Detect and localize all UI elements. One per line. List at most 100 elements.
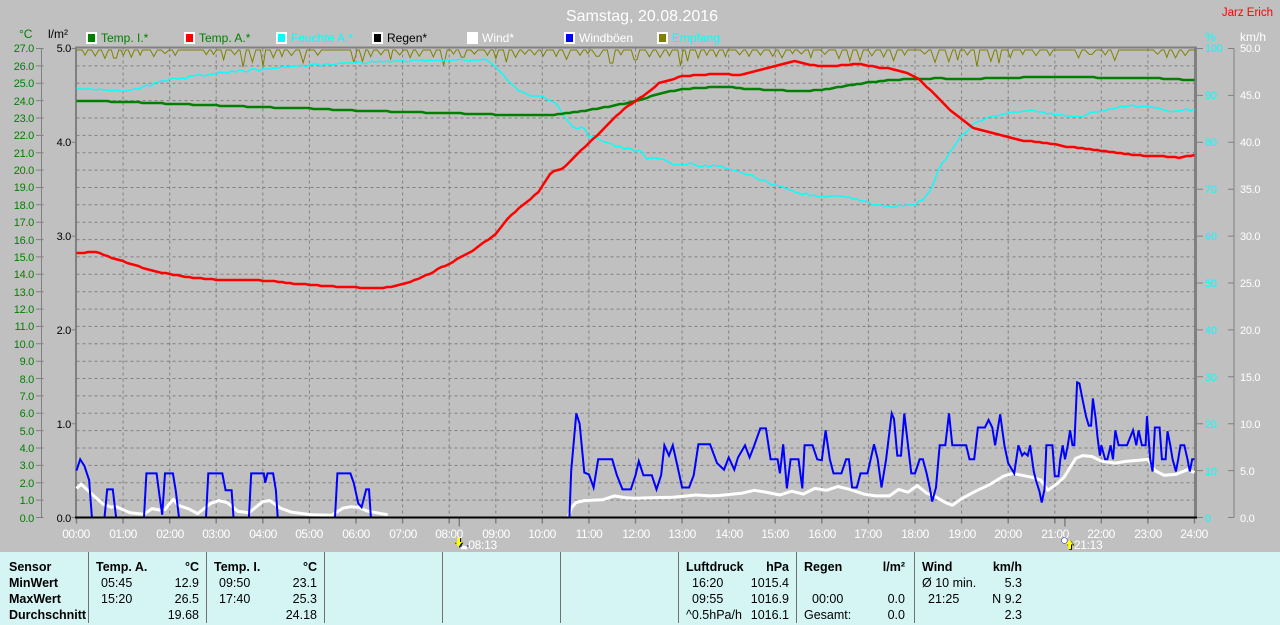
svg-text:^0.5hPa/h: ^0.5hPa/h	[686, 608, 742, 622]
svg-text:Temp. A.*: Temp. A.*	[199, 31, 251, 45]
svg-text:7.0: 7.0	[20, 391, 35, 403]
svg-text:26.0: 26.0	[14, 61, 34, 73]
svg-text:N 9.2: N 9.2	[992, 592, 1022, 606]
svg-text:8.0: 8.0	[20, 374, 35, 386]
svg-text:Windböen: Windböen	[579, 31, 633, 45]
svg-text:19.0: 19.0	[14, 182, 34, 194]
svg-text:15:20: 15:20	[101, 592, 132, 606]
svg-text:50: 50	[1205, 278, 1217, 290]
svg-text:10.0: 10.0	[14, 339, 34, 351]
svg-text:06:00: 06:00	[342, 527, 370, 541]
svg-text:14.0: 14.0	[14, 269, 34, 281]
svg-text:09:50: 09:50	[219, 576, 250, 590]
svg-text:09:00: 09:00	[482, 527, 510, 541]
svg-text:50.0: 50.0	[1240, 43, 1260, 55]
svg-text:20.0: 20.0	[14, 165, 34, 177]
svg-text:0.0: 0.0	[888, 592, 905, 606]
svg-text:24.18: 24.18	[286, 608, 317, 622]
svg-text:60: 60	[1205, 231, 1217, 243]
svg-text:45.0: 45.0	[1240, 90, 1260, 102]
svg-text:00:00: 00:00	[812, 592, 843, 606]
svg-text:Ø 10 min.: Ø 10 min.	[922, 576, 976, 590]
svg-text:20:00: 20:00	[994, 527, 1022, 541]
svg-text:0.0: 0.0	[888, 608, 905, 622]
svg-text:2.0: 2.0	[20, 478, 35, 490]
svg-text:17:40: 17:40	[219, 592, 250, 606]
svg-text:5.3: 5.3	[1005, 576, 1022, 590]
svg-text:l/m²: l/m²	[48, 27, 68, 41]
svg-text:17.0: 17.0	[14, 217, 34, 229]
svg-text:0.0: 0.0	[57, 513, 72, 525]
svg-text:25.3: 25.3	[293, 592, 317, 606]
svg-text:05:00: 05:00	[295, 527, 323, 541]
svg-text:10: 10	[1205, 466, 1217, 478]
svg-text:4.0: 4.0	[57, 137, 72, 149]
svg-text:21.0: 21.0	[14, 148, 34, 160]
svg-text:Wind: Wind	[922, 560, 952, 574]
svg-text:100: 100	[1205, 43, 1223, 55]
svg-text:30.0: 30.0	[1240, 231, 1260, 243]
svg-text:24:00: 24:00	[1180, 527, 1208, 541]
svg-text:9.0: 9.0	[20, 356, 35, 368]
svg-text:05:45: 05:45	[101, 576, 132, 590]
svg-text:21:00: 21:00	[1041, 527, 1069, 541]
svg-text:Temp. I.: Temp. I.	[214, 560, 260, 574]
svg-text:21:25: 21:25	[928, 592, 959, 606]
svg-text:22.0: 22.0	[14, 130, 34, 142]
svg-text:1016.1: 1016.1	[751, 608, 789, 622]
svg-text:5.0: 5.0	[1240, 466, 1255, 478]
svg-text:23:00: 23:00	[1134, 527, 1162, 541]
svg-text:Temp. I.*: Temp. I.*	[101, 31, 149, 45]
svg-text:6.0: 6.0	[20, 408, 35, 420]
svg-text:MaxWert: MaxWert	[9, 592, 62, 606]
svg-text:Sensor: Sensor	[9, 560, 52, 574]
svg-text:5.0: 5.0	[20, 426, 35, 438]
svg-text:25.0: 25.0	[1240, 278, 1260, 290]
svg-text:16.0: 16.0	[14, 235, 34, 247]
svg-text:Regen: Regen	[804, 560, 842, 574]
svg-text:20: 20	[1205, 419, 1217, 431]
svg-text:hPa: hPa	[766, 560, 790, 574]
svg-text:22:00: 22:00	[1087, 527, 1115, 541]
svg-text:21:13: 21:13	[1074, 538, 1103, 552]
svg-text:0: 0	[1205, 513, 1211, 525]
svg-text:15.0: 15.0	[1240, 372, 1260, 384]
svg-text:08:00: 08:00	[435, 527, 463, 541]
svg-text:2.0: 2.0	[57, 325, 72, 337]
svg-text:3.0: 3.0	[57, 231, 72, 243]
svg-text:Empfang: Empfang	[672, 31, 720, 45]
svg-text:19.68: 19.68	[168, 608, 199, 622]
svg-text:0.0: 0.0	[1240, 513, 1255, 525]
svg-text:90: 90	[1205, 90, 1217, 102]
svg-text:70: 70	[1205, 184, 1217, 196]
svg-text:°C: °C	[185, 560, 199, 574]
svg-text:40: 40	[1205, 325, 1217, 337]
svg-text:%: %	[1205, 30, 1216, 44]
svg-text:02:00: 02:00	[156, 527, 184, 541]
svg-text:Luftdruck: Luftdruck	[686, 560, 744, 574]
svg-text:1.0: 1.0	[57, 419, 72, 431]
svg-text:30: 30	[1205, 372, 1217, 384]
svg-text:l/m²: l/m²	[883, 560, 905, 574]
svg-text:km/h: km/h	[1240, 30, 1266, 44]
svg-text:01:00: 01:00	[109, 527, 137, 541]
svg-text:2.3: 2.3	[1005, 608, 1022, 622]
svg-text:°C: °C	[303, 560, 317, 574]
svg-text:07:00: 07:00	[389, 527, 417, 541]
svg-text:18:00: 18:00	[901, 527, 929, 541]
svg-text:35.0: 35.0	[1240, 184, 1260, 196]
svg-text:17:00: 17:00	[854, 527, 882, 541]
svg-text:11:00: 11:00	[576, 527, 603, 541]
svg-text:25.0: 25.0	[14, 78, 34, 90]
svg-text:15.0: 15.0	[14, 252, 34, 264]
svg-text:10.0: 10.0	[1240, 419, 1260, 431]
svg-text:3.0: 3.0	[20, 460, 35, 472]
svg-text:09:55: 09:55	[692, 592, 723, 606]
svg-text:15:00: 15:00	[761, 527, 789, 541]
svg-text:1.0: 1.0	[20, 495, 35, 507]
svg-text:16:20: 16:20	[692, 576, 723, 590]
svg-text:00:00: 00:00	[62, 527, 90, 541]
svg-text:°C: °C	[19, 27, 33, 41]
svg-text:27.0: 27.0	[14, 43, 34, 55]
svg-text:Wind*: Wind*	[482, 31, 514, 45]
